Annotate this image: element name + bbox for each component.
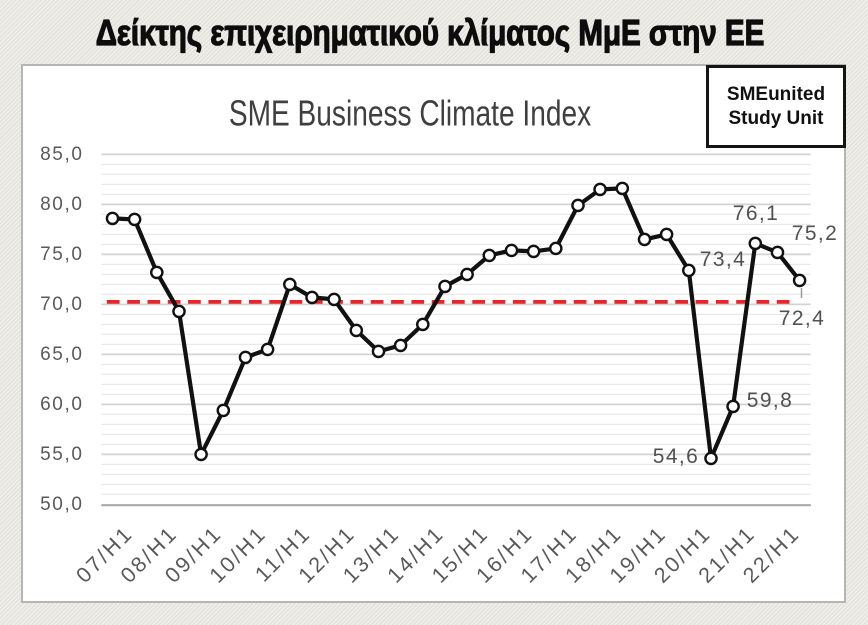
- svg-text:55,0: 55,0: [40, 444, 83, 465]
- svg-text:76,1: 76,1: [733, 202, 779, 225]
- svg-text:65,0: 65,0: [40, 344, 83, 365]
- svg-text:72,4: 72,4: [779, 307, 825, 330]
- svg-text:85,0: 85,0: [40, 144, 83, 165]
- svg-text:54,6: 54,6: [653, 445, 699, 468]
- svg-text:70,0: 70,0: [40, 294, 83, 315]
- svg-text:75,0: 75,0: [40, 244, 83, 265]
- svg-text:73,4: 73,4: [700, 248, 746, 271]
- svg-text:80,0: 80,0: [40, 194, 83, 215]
- svg-text:75,2: 75,2: [792, 222, 838, 245]
- svg-text:50,0: 50,0: [40, 494, 83, 515]
- svg-text:SME Business Climate Index: SME Business Climate Index: [229, 93, 591, 133]
- svg-text:60,0: 60,0: [40, 394, 83, 415]
- svg-text:59,8: 59,8: [747, 389, 793, 412]
